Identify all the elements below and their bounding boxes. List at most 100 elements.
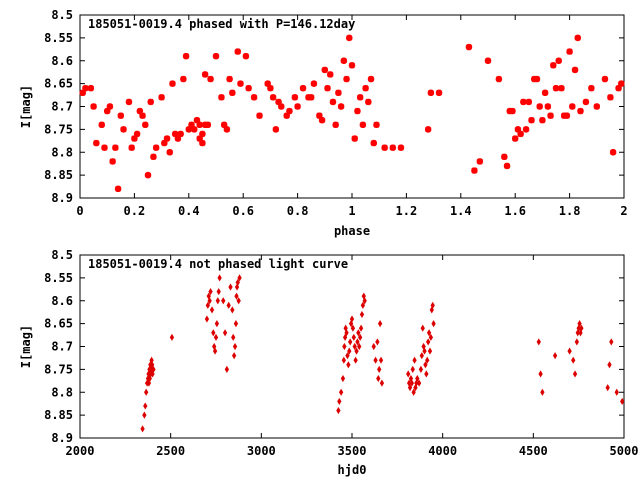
data-point <box>199 139 206 147</box>
data-point <box>205 301 210 309</box>
data-point <box>337 103 345 110</box>
data-point <box>207 75 214 83</box>
data-point <box>620 397 625 405</box>
data-point <box>256 112 263 119</box>
data-point <box>344 329 349 337</box>
data-point <box>381 144 388 151</box>
data-point <box>209 306 215 314</box>
data-point <box>355 338 360 346</box>
y-tick-label: 8.5 <box>51 8 73 22</box>
data-point <box>98 121 105 128</box>
data-point <box>428 333 434 341</box>
data-point <box>336 406 341 415</box>
data-point <box>353 356 358 364</box>
data-point <box>484 57 492 64</box>
data-point <box>237 274 242 282</box>
data-point <box>204 315 210 323</box>
data-point <box>342 342 347 351</box>
y-tick-label: 8.6 <box>51 54 73 68</box>
data-point <box>169 80 176 87</box>
data-point <box>425 356 430 364</box>
x-tick-label: 1.2 <box>396 204 418 218</box>
data-point <box>547 112 554 119</box>
x-tick-label: 2000 <box>66 444 95 458</box>
data-point <box>234 283 240 291</box>
data-point <box>426 329 432 337</box>
data-point <box>120 126 127 133</box>
data-point <box>82 85 89 92</box>
data-point <box>520 98 527 106</box>
data-point <box>161 139 168 147</box>
y-tick-label: 8.7 <box>51 100 73 114</box>
data-point <box>354 347 359 355</box>
data-point <box>272 126 280 133</box>
data-point <box>533 75 541 83</box>
data-point <box>169 333 175 341</box>
data-point <box>294 103 301 110</box>
data-point <box>310 80 318 87</box>
data-point <box>410 365 415 373</box>
data-point <box>226 301 231 309</box>
data-point <box>316 112 323 119</box>
data-point <box>250 94 258 101</box>
data-point <box>340 374 346 383</box>
data-point <box>327 71 334 78</box>
data-point <box>563 112 571 119</box>
data-point <box>377 365 382 373</box>
data-point <box>357 342 362 351</box>
data-point <box>541 89 549 96</box>
data-point <box>152 144 160 151</box>
data-point <box>416 379 422 387</box>
data-point <box>540 388 545 396</box>
y-axis-title: I[mag] <box>19 325 33 368</box>
y-tick-label: 8.9 <box>51 191 73 205</box>
data-point <box>420 324 425 332</box>
data-point <box>555 57 562 64</box>
data-point <box>358 333 363 341</box>
x-tick-label: 5000 <box>610 444 639 458</box>
data-point <box>397 144 405 151</box>
data-point <box>335 89 342 96</box>
data-point <box>338 388 344 396</box>
data-point <box>362 297 367 305</box>
data-point <box>235 278 240 287</box>
data-point <box>614 388 619 396</box>
data-point <box>567 347 572 355</box>
data-point <box>359 310 365 319</box>
data-point <box>166 149 173 156</box>
data-point <box>337 397 342 405</box>
x-tick-label: 3500 <box>338 444 367 458</box>
data-point <box>552 352 558 360</box>
data-point <box>191 126 198 133</box>
data-point <box>536 103 543 110</box>
data-point <box>226 75 233 83</box>
data-point <box>207 297 212 305</box>
data-point <box>571 66 579 74</box>
data-point <box>269 94 277 101</box>
data-point <box>151 365 156 373</box>
data-point <box>212 52 220 60</box>
x-tick-label: 1 <box>348 204 355 218</box>
data-point <box>356 94 364 101</box>
data-point <box>218 94 225 101</box>
data-point <box>415 374 420 383</box>
data-point <box>112 144 119 151</box>
unphased-light-curve-panel: 2000 2500 3000 3500 4000 4500 5000 8.5 8.55 8.6 8.… <box>19 248 638 477</box>
data-point <box>150 361 155 369</box>
data-point <box>411 388 416 396</box>
data-point <box>538 370 543 378</box>
data-point <box>106 103 114 110</box>
data-point <box>213 333 219 341</box>
x-tick-label: 1.4 <box>450 204 472 218</box>
data-point <box>174 135 182 142</box>
data-point <box>409 379 414 387</box>
data-point <box>220 121 228 128</box>
data-point <box>216 288 221 296</box>
x-axis-title: hjd0 <box>338 463 367 477</box>
data-point <box>177 130 184 138</box>
data-point <box>348 338 353 346</box>
data-point <box>579 324 584 332</box>
data-point <box>345 352 350 360</box>
data-point <box>615 85 622 92</box>
data-point <box>321 66 328 74</box>
